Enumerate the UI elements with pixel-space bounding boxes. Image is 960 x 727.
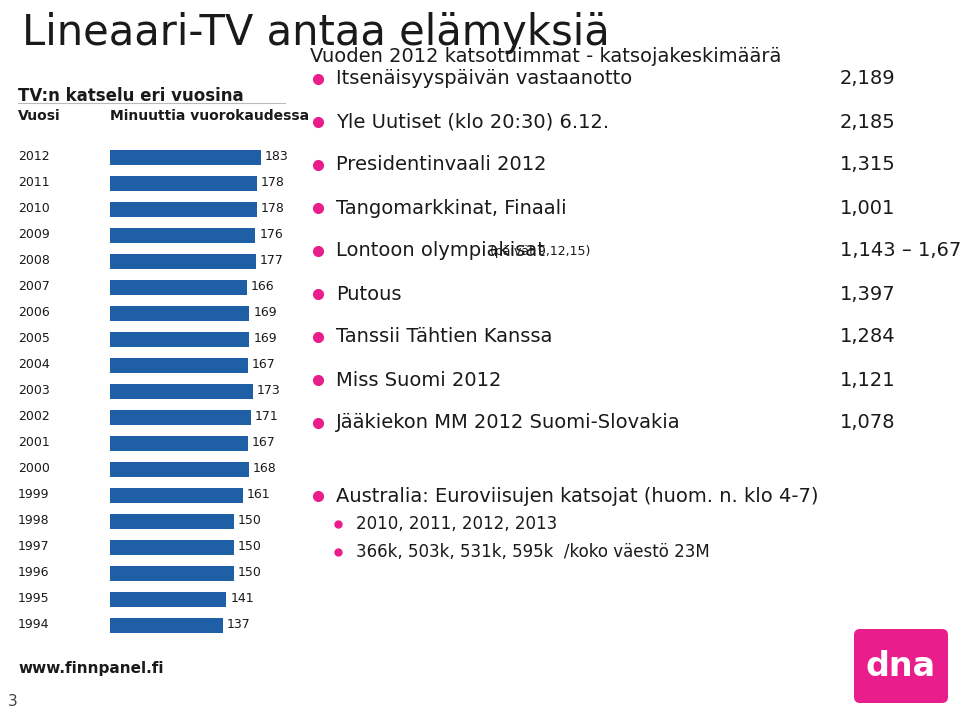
Bar xyxy=(110,175,257,190)
Text: Lineaari-TV antaa elämyksiä: Lineaari-TV antaa elämyksiä xyxy=(22,12,610,54)
Text: 2008: 2008 xyxy=(18,254,50,268)
Bar xyxy=(110,617,223,632)
Text: Tangomarkkinat, Finaali: Tangomarkkinat, Finaali xyxy=(336,198,566,217)
Text: 150: 150 xyxy=(238,515,262,528)
Text: 167: 167 xyxy=(252,436,276,449)
Text: 171: 171 xyxy=(255,411,278,424)
Bar xyxy=(110,539,233,555)
Bar xyxy=(110,305,250,321)
Text: 1998: 1998 xyxy=(18,515,50,528)
Text: 167: 167 xyxy=(252,358,276,371)
Text: 169: 169 xyxy=(253,332,277,345)
Text: 2002: 2002 xyxy=(18,411,50,424)
Text: 178: 178 xyxy=(261,203,285,215)
Text: 183: 183 xyxy=(265,150,289,164)
Text: 2012: 2012 xyxy=(18,150,50,164)
Text: 1996: 1996 xyxy=(18,566,50,579)
Text: 1,397: 1,397 xyxy=(840,284,896,303)
Text: 2000: 2000 xyxy=(18,462,50,475)
Text: 1,001: 1,001 xyxy=(840,198,896,217)
Bar xyxy=(110,566,233,580)
Text: 1,121: 1,121 xyxy=(840,371,896,390)
Text: 2007: 2007 xyxy=(18,281,50,294)
Text: 1997: 1997 xyxy=(18,540,50,553)
Text: 2006: 2006 xyxy=(18,307,50,319)
Text: Miss Suomi 2012: Miss Suomi 2012 xyxy=(336,371,501,390)
Text: Vuoden 2012 katsotuimmat - katsojakeskimäärä: Vuoden 2012 katsotuimmat - katsojakeskim… xyxy=(310,47,781,66)
Text: 161: 161 xyxy=(247,489,271,502)
Text: Itsenäisyyspäivän vastaanotto: Itsenäisyyspäivän vastaanotto xyxy=(336,70,633,89)
Bar xyxy=(110,279,247,294)
Bar xyxy=(110,592,227,606)
Bar xyxy=(110,488,243,502)
Text: dna: dna xyxy=(866,649,936,683)
Text: Lontoon olympiakisat: Lontoon olympiakisat xyxy=(336,241,545,260)
Text: 169: 169 xyxy=(253,307,277,319)
Text: 2009: 2009 xyxy=(18,228,50,241)
Text: 2005: 2005 xyxy=(18,332,50,345)
Text: 177: 177 xyxy=(260,254,284,268)
Text: Australia: Euroviisujen katsojat (huom. n. klo 4-7): Australia: Euroviisujen katsojat (huom. … xyxy=(336,486,819,505)
Text: 2,185: 2,185 xyxy=(840,113,896,132)
Text: 150: 150 xyxy=(238,540,262,553)
Bar xyxy=(110,513,233,529)
Bar xyxy=(110,409,252,425)
Text: Presidentinvaali 2012: Presidentinvaali 2012 xyxy=(336,156,546,174)
Text: 1994: 1994 xyxy=(18,619,50,632)
Text: 173: 173 xyxy=(256,385,280,398)
Text: www.finnpanel.fi: www.finnpanel.fi xyxy=(18,661,163,676)
Text: 2004: 2004 xyxy=(18,358,50,371)
Text: Putous: Putous xyxy=(336,284,401,303)
Text: 2011: 2011 xyxy=(18,177,50,190)
Bar xyxy=(110,150,261,164)
Bar xyxy=(110,435,248,451)
Text: 168: 168 xyxy=(252,462,276,475)
Bar xyxy=(110,228,255,243)
Text: 178: 178 xyxy=(261,177,285,190)
Text: Jääkiekon MM 2012 Suomi-Slovakia: Jääkiekon MM 2012 Suomi-Slovakia xyxy=(336,414,681,433)
Text: Minuuttia vuorokaudessa: Minuuttia vuorokaudessa xyxy=(110,109,309,123)
Text: 137: 137 xyxy=(227,619,251,632)
Text: 2003: 2003 xyxy=(18,385,50,398)
Text: 1995: 1995 xyxy=(18,593,50,606)
Bar xyxy=(110,358,248,372)
Text: 366k, 503k, 531k, 595k  /koko väestö 23M: 366k, 503k, 531k, 595k /koko väestö 23M xyxy=(356,543,709,561)
Bar xyxy=(110,332,250,347)
Text: 3: 3 xyxy=(8,694,17,709)
Bar xyxy=(110,384,252,398)
Text: 166: 166 xyxy=(251,281,275,294)
Text: (päivät 9,12,15): (päivät 9,12,15) xyxy=(486,244,590,257)
FancyBboxPatch shape xyxy=(854,629,948,703)
Text: Tanssii Tähtien Kanssa: Tanssii Tähtien Kanssa xyxy=(336,327,552,347)
Text: TV:n katselu eri vuosina: TV:n katselu eri vuosina xyxy=(18,87,244,105)
Text: Yle Uutiset (klo 20:30) 6.12.: Yle Uutiset (klo 20:30) 6.12. xyxy=(336,113,610,132)
Text: 2,189: 2,189 xyxy=(840,70,896,89)
Text: 1,143 – 1,672: 1,143 – 1,672 xyxy=(840,241,960,260)
Bar xyxy=(110,462,249,476)
Bar xyxy=(110,254,256,268)
Text: 1,315: 1,315 xyxy=(840,156,896,174)
Bar xyxy=(110,201,257,217)
Text: Vuosi: Vuosi xyxy=(18,109,60,123)
Text: 150: 150 xyxy=(238,566,262,579)
Text: 1999: 1999 xyxy=(18,489,50,502)
Text: 2001: 2001 xyxy=(18,436,50,449)
Text: 1,284: 1,284 xyxy=(840,327,896,347)
Text: 176: 176 xyxy=(259,228,283,241)
Text: 2010, 2011, 2012, 2013: 2010, 2011, 2012, 2013 xyxy=(356,515,557,533)
Text: 1,078: 1,078 xyxy=(840,414,896,433)
Text: 141: 141 xyxy=(230,593,254,606)
Text: 2010: 2010 xyxy=(18,203,50,215)
